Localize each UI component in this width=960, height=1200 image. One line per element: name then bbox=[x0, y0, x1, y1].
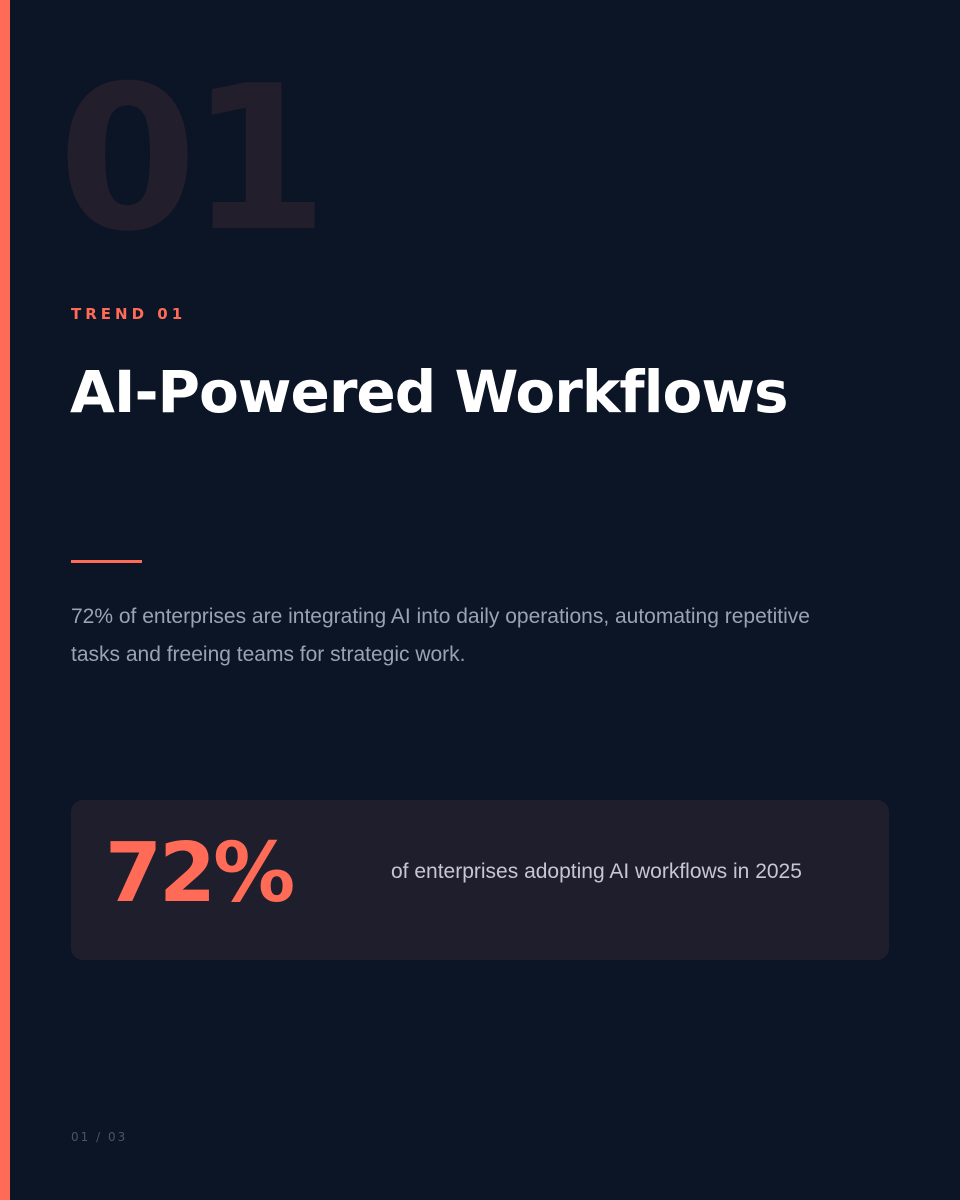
slide-number-watermark: 01 bbox=[58, 43, 328, 276]
stat-value: 72% bbox=[105, 826, 295, 921]
body-text: 72% of enterprises are integrating AI in… bbox=[71, 605, 810, 666]
divider bbox=[71, 560, 142, 563]
page-indicator: 01 / 03 bbox=[71, 1130, 128, 1144]
stat-card: 72% of enterprises adopting AI workflows… bbox=[71, 800, 889, 960]
eyebrow-label: TREND 01 bbox=[71, 305, 187, 323]
stat-label: of enterprises adopting AI workflows in … bbox=[391, 860, 802, 883]
page-title: AI-Powered Workflows bbox=[70, 358, 788, 426]
accent-bar bbox=[0, 0, 10, 1200]
